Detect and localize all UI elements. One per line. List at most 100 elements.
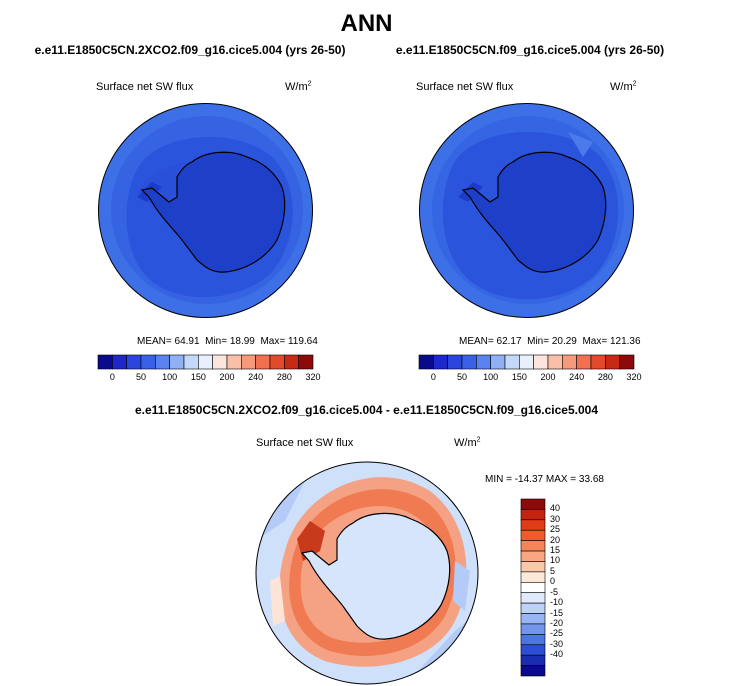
panel1-colorbar-box (126, 354, 142, 370)
panel2-colorbar-box (519, 354, 534, 370)
panel2-colorbar-box (605, 354, 620, 370)
diff-colorbar-tick-label: -5 (550, 586, 559, 597)
panel2-colorbar-box (433, 354, 448, 370)
panel1-antarctica-coastline (140, 151, 286, 273)
diff-colorbar-box (520, 665, 546, 677)
diff-colorbar-box (520, 592, 546, 604)
panel1-colorbar-box (226, 354, 242, 370)
panel1-colorbar-box (183, 354, 199, 370)
panel2-colorbar-box (590, 354, 606, 370)
panel2-colorbar-box (533, 354, 549, 370)
panel1-colorbar-box (255, 354, 271, 370)
panel1-colorbar-box (97, 354, 113, 370)
panel2-colorbar-box (504, 354, 520, 370)
panel2-colorbar-box (547, 354, 563, 370)
diff-variable-label: Surface net SW flux (256, 437, 354, 449)
panel1-colorbar-box (169, 354, 185, 370)
diff-polar-map (255, 461, 479, 685)
panel1-colorbar-box (198, 354, 213, 370)
panel2-colorbar-box (576, 354, 592, 370)
panel2-colorbar-tick-label: 100 (483, 372, 499, 382)
diff-stats: MIN = -14.37 MAX = 33.68 (485, 474, 604, 485)
panel1-polar-map (98, 103, 313, 318)
diff-antarctica-coastline (300, 512, 451, 640)
panel2-colorbar-tick-label: 240 (569, 372, 585, 382)
panel1-colorbar-tick-label: 240 (248, 372, 264, 382)
panel1-colorbar-tick-label: 50 (135, 372, 146, 382)
diff-colorbar-tick-label: 5 (550, 565, 556, 576)
panel1-colorbar-box (212, 354, 228, 370)
panel2-colorbar-box (490, 354, 506, 370)
figure-title: ANN (340, 10, 393, 37)
diff-colorbar-tick-label: -15 (550, 607, 564, 618)
diff-colorbar-tick-label: 20 (550, 534, 561, 545)
diff-colorbar-tick-label: 10 (550, 555, 561, 566)
panel1-colorbar-box (112, 354, 127, 370)
diff-colorbar-tick-label: 15 (550, 545, 561, 556)
panel1-colorbar (97, 354, 314, 370)
panel2-colorbar-box (461, 354, 477, 370)
panel2-polar-map (419, 103, 634, 318)
panel2-colorbar-tick-label: 50 (456, 372, 467, 382)
panel2-colorbar-box (447, 354, 463, 370)
panel1-colorbar-box (269, 354, 285, 370)
panel2-colorbar-tick-label: 320 (626, 372, 642, 382)
panel2-case-title: e.e11.E1850C5CN.f09_g16.cice5.004 (yrs 2… (395, 43, 665, 57)
diff-colorbar-box (520, 644, 546, 656)
diff-colorbar-tick-label: -40 (550, 649, 564, 660)
diff-colorbar-tick-label: -30 (550, 638, 564, 649)
diff-colorbar-box (520, 529, 546, 541)
diff-colorbar-box (520, 654, 546, 666)
diff-colorbar-box (520, 498, 546, 510)
diff-colorbar-tick-label: 25 (550, 524, 561, 535)
panel2-stats: MEAN= 62.17 Min= 20.29 Max= 121.36 (459, 336, 641, 347)
diff-colorbar (520, 498, 546, 677)
diff-colorbar-box (520, 550, 546, 562)
panel2-antarctica-coastline (461, 151, 607, 273)
diff-colorbar-box (520, 602, 546, 614)
diff-colorbar-box (520, 509, 546, 521)
panel2-colorbar-box (562, 354, 577, 370)
panel2-colorbar (418, 354, 635, 370)
panel2-colorbar-tick-label: 150 (511, 372, 527, 382)
panel2-colorbar-tick-label: 200 (540, 372, 556, 382)
panel1-colorbar-box (241, 354, 256, 370)
panel1-colorbar-tick-label: 150 (190, 372, 206, 382)
diff-colorbar-box (520, 634, 546, 646)
panel2-colorbar-box (476, 354, 491, 370)
diff-colorbar-box (520, 571, 546, 583)
diff-case-title: e.e11.E1850C5CN.2XCO2.f09_g16.cice5.004 … (135, 403, 598, 417)
diff-colorbar-box (520, 561, 546, 573)
panel1-colorbar-tick-label: 0 (109, 372, 115, 382)
panel1-variable-label: Surface net SW flux (96, 81, 194, 93)
panel1-stats: MEAN= 64.91 Min= 18.99 Max= 119.64 (137, 336, 318, 347)
diff-colorbar-box (520, 519, 546, 531)
panel2-variable-label: Surface net SW flux (416, 81, 514, 93)
diff-colorbar-tick-label: 30 (550, 513, 561, 524)
diff-colorbar-tick-label: 40 (550, 503, 561, 514)
diff-colorbar-box (520, 581, 546, 594)
panel2-colorbar-box (619, 354, 635, 370)
panel1-colorbar-tick-label: 320 (305, 372, 321, 382)
panel1-colorbar-box (284, 354, 299, 370)
panel1-colorbar-box (155, 354, 170, 370)
panel1-colorbar-tick-label: 100 (162, 372, 178, 382)
diff-colorbar-box (520, 613, 546, 625)
panel1-units: W/m2 (285, 80, 312, 93)
panel1-colorbar-tick-label: 200 (219, 372, 235, 382)
diff-colorbar-tick-label: -20 (550, 617, 564, 628)
diff-colorbar-tick-label: -10 (550, 597, 564, 608)
panel1-colorbar-box (298, 354, 314, 370)
panel2-colorbar-box (418, 354, 434, 370)
panel2-units: W/m2 (610, 80, 637, 93)
diff-units: W/m2 (454, 436, 481, 449)
diff-colorbar-box (520, 623, 546, 635)
panel1-colorbar-tick-label: 280 (276, 372, 292, 382)
panel2-colorbar-tick-label: 0 (430, 372, 436, 382)
diff-colorbar-box (520, 540, 546, 552)
diff-colorbar-tick-label: -25 (550, 628, 564, 639)
panel2-colorbar-tick-label: 280 (597, 372, 613, 382)
panel1-case-title: e.e11.E1850C5CN.2XCO2.f09_g16.cice5.004 … (34, 43, 346, 57)
panel1-colorbar-box (140, 354, 156, 370)
diff-colorbar-tick-label: 0 (550, 576, 556, 587)
